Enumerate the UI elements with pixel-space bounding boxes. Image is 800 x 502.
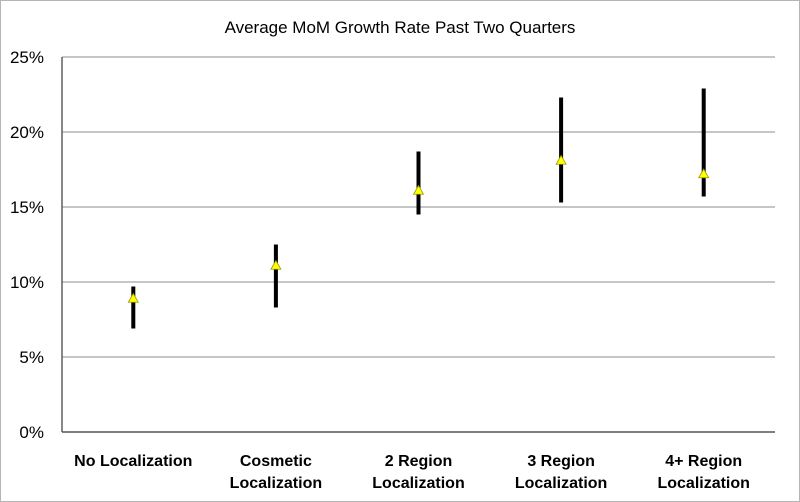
error-bars [131, 88, 706, 329]
x-axis-ticks: No Localization Cosmetic Localization 2 Reg… [74, 453, 750, 492]
y-tick-label: 20% [10, 123, 44, 142]
x-tick-label: 3 Region Localization [515, 453, 607, 492]
data-point-marker [412, 184, 425, 195]
x-tick-label: 2 Region Localization [372, 453, 464, 492]
x-tick-label: Cosmetic Localization [230, 453, 322, 492]
y-tick-label: 25% [10, 48, 44, 67]
y-tick-label: 5% [19, 348, 44, 367]
data-point-marker [270, 259, 282, 270]
y-tick-label: 15% [10, 198, 44, 217]
y-tick-label: 0% [19, 423, 44, 442]
markers [127, 154, 710, 303]
y-tick-label: 10% [10, 273, 44, 292]
grid-lines [61, 56, 775, 433]
data-point-marker [555, 154, 567, 165]
x-tick-label: 4+ Region Localization [657, 453, 749, 492]
data-point-marker [127, 292, 139, 303]
x-tick-label: No Localization [74, 453, 192, 470]
chart-title: Average MoM Growth Rate Past Two Quarter… [225, 18, 576, 37]
data-point-marker [698, 168, 710, 179]
y-axis-ticks: 0% 5% 10% 15% 20% 25% [10, 48, 44, 442]
